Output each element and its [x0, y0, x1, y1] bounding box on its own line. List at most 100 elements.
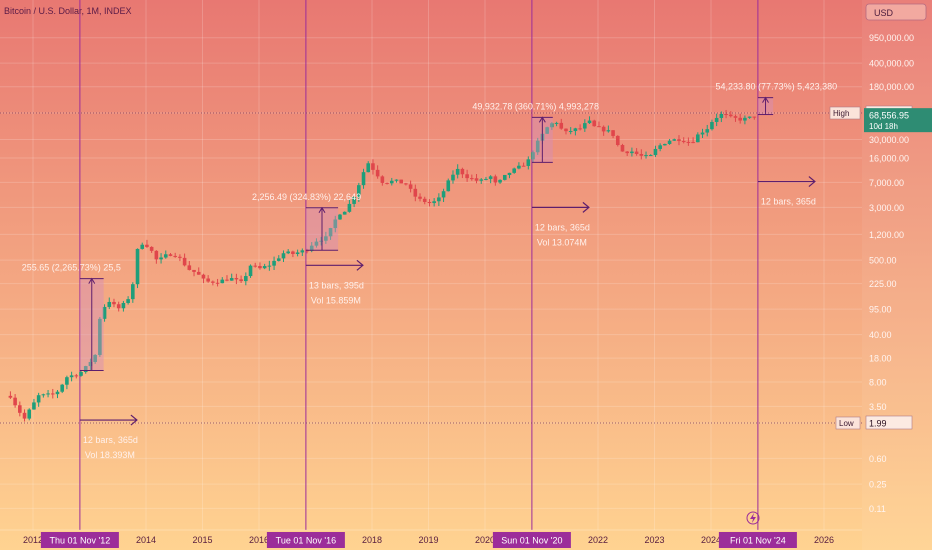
candle-body	[451, 174, 455, 181]
candle	[324, 231, 328, 244]
candle-body	[587, 120, 592, 124]
range-measure: 255.65 (2,265.73%) 25,5	[22, 263, 121, 372]
candle	[262, 263, 267, 270]
candle-body	[149, 246, 154, 251]
halving-date-badge	[718, 532, 797, 548]
candle-body	[206, 278, 210, 282]
time-axis[interactable]: 2012 2014 2015 2016 2018 2019 2020 2022 2023 2024…	[0, 529, 862, 548]
price-axis[interactable]: 950,000.00400,000.00180,000.0073,757.393…	[862, 0, 932, 550]
candle-body	[328, 228, 333, 237]
candle-body	[201, 274, 206, 279]
candle	[408, 180, 413, 193]
hl-price-value: 1.99	[869, 419, 887, 429]
candle	[342, 211, 347, 215]
candle	[507, 172, 512, 179]
last-price-value: 68,556.95	[869, 111, 909, 121]
candle	[338, 213, 342, 220]
candle-body	[625, 151, 629, 154]
candle	[27, 408, 32, 421]
candle	[41, 393, 46, 398]
candle-body	[338, 214, 342, 220]
range-measure: 49,932.78 (360.71%) 4,993,278	[472, 101, 599, 163]
candle	[630, 147, 634, 157]
candle-body	[418, 196, 422, 199]
candle-body	[98, 318, 102, 355]
candle-body	[36, 395, 41, 403]
candle-body	[272, 260, 276, 266]
candle-body	[568, 131, 573, 133]
candle	[267, 260, 272, 271]
range-label: 49,932.78 (360.71%) 4,993,278	[472, 101, 599, 111]
last-price-countdown: 10d 18h	[869, 122, 898, 131]
candle	[131, 282, 135, 303]
currency-badge[interactable]: USD	[865, 3, 927, 21]
candle	[592, 119, 597, 127]
price-tick-label: 3.50	[869, 402, 887, 412]
currency-label: USD	[874, 8, 894, 18]
candle-body	[700, 132, 705, 135]
candle	[74, 373, 79, 379]
candle-body	[446, 180, 451, 192]
lightning-icon[interactable]	[746, 511, 760, 525]
candle	[206, 275, 210, 283]
candle	[488, 175, 493, 184]
candle	[286, 249, 290, 255]
candle	[714, 113, 719, 127]
candle-body	[474, 178, 479, 181]
candle-body	[8, 395, 13, 398]
candle-body	[484, 178, 488, 180]
candle-body	[220, 279, 225, 284]
candle	[192, 269, 196, 277]
price-tick-label: 180,000.00	[869, 82, 914, 92]
candle	[470, 174, 474, 181]
candle-body	[196, 271, 201, 275]
halving-date-label: Fri 01 Nov '24	[730, 536, 786, 546]
candle	[145, 239, 149, 248]
candle-body	[385, 182, 389, 184]
time-tick-label: 2024	[701, 535, 721, 545]
candle-body	[65, 377, 69, 385]
candle	[644, 151, 648, 159]
candle	[361, 168, 366, 189]
price-tick-label: 0.11	[869, 504, 886, 514]
candle	[733, 114, 738, 122]
candle	[220, 277, 225, 284]
candle	[173, 252, 177, 258]
candle	[225, 275, 229, 282]
candle	[710, 119, 714, 131]
candle-body	[83, 366, 88, 373]
candles	[8, 109, 757, 422]
candle-body	[507, 172, 512, 175]
candle	[531, 150, 535, 163]
candle-body	[663, 143, 667, 146]
candle-body	[667, 140, 672, 144]
candle	[55, 389, 60, 399]
candle-body	[615, 135, 620, 146]
candle-body	[300, 250, 305, 253]
candle-body	[145, 244, 149, 247]
candle-body	[140, 244, 145, 249]
candle-body	[154, 250, 159, 260]
candle-body	[107, 301, 112, 307]
candle-body	[41, 394, 46, 396]
candle	[201, 273, 206, 284]
candle	[366, 161, 371, 173]
candle-body	[545, 127, 549, 134]
candle-body	[719, 113, 724, 118]
candle	[244, 272, 248, 286]
candle	[300, 248, 305, 256]
candle-body	[18, 405, 22, 413]
candle	[22, 409, 27, 422]
candle-body	[371, 163, 375, 170]
candle	[135, 248, 140, 289]
time-tick-label: 2015	[192, 535, 212, 545]
range-arrow-head	[762, 96, 769, 103]
candle-body	[743, 117, 747, 121]
candle-body	[163, 254, 168, 258]
candle	[484, 176, 488, 181]
bar-range-arrowhead	[808, 176, 816, 188]
candle-body	[225, 279, 229, 281]
bar-range: 12 bars, 365d	[757, 176, 816, 207]
candle-body	[653, 148, 658, 156]
